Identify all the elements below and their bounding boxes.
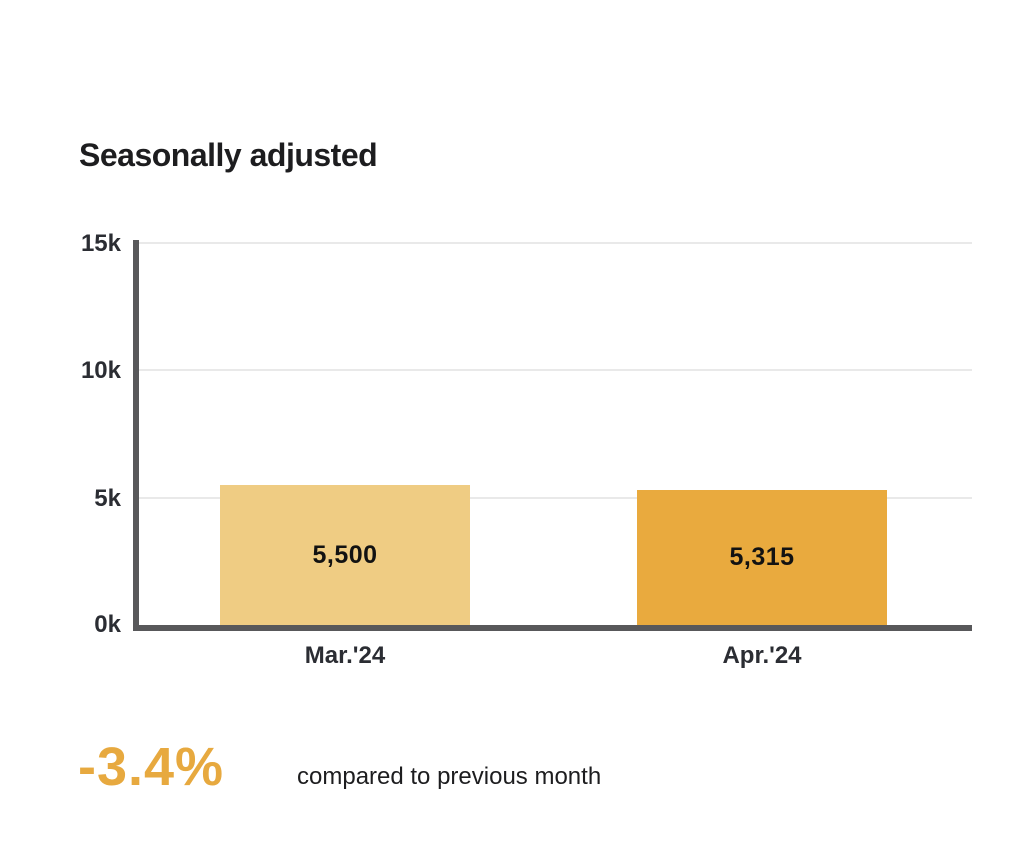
x-axis-line xyxy=(133,625,972,631)
bar-mar-24: 5,500 xyxy=(220,485,470,625)
y-tick-label-0k: 0k xyxy=(94,611,121,638)
chart-title: Seasonally adjusted xyxy=(79,137,378,173)
x-axis-label-apr-24: Apr.'24 xyxy=(722,642,802,669)
percent-change-caption: compared to previous month xyxy=(297,763,602,790)
percent-change-value: -3.4% xyxy=(78,737,225,797)
y-tick-label-10k: 10k xyxy=(80,357,121,384)
bar-apr-24: 5,315 xyxy=(637,490,887,625)
y-axis-line xyxy=(133,240,139,631)
gridline-15k xyxy=(139,242,972,244)
gridline-5k xyxy=(139,497,972,499)
bar-value-label: 5,315 xyxy=(729,543,795,571)
y-tick-label-15k: 15k xyxy=(80,230,121,257)
gridline-10k xyxy=(139,369,972,371)
bar-chart-plot-area: 15k 10k 5k 0k 5,500 5,315 Mar.'24 Apr.'2… xyxy=(81,230,972,669)
y-tick-label-5k: 5k xyxy=(94,485,121,512)
x-axis-label-mar-24: Mar.'24 xyxy=(304,642,386,669)
bar-value-label: 5,500 xyxy=(312,540,378,569)
